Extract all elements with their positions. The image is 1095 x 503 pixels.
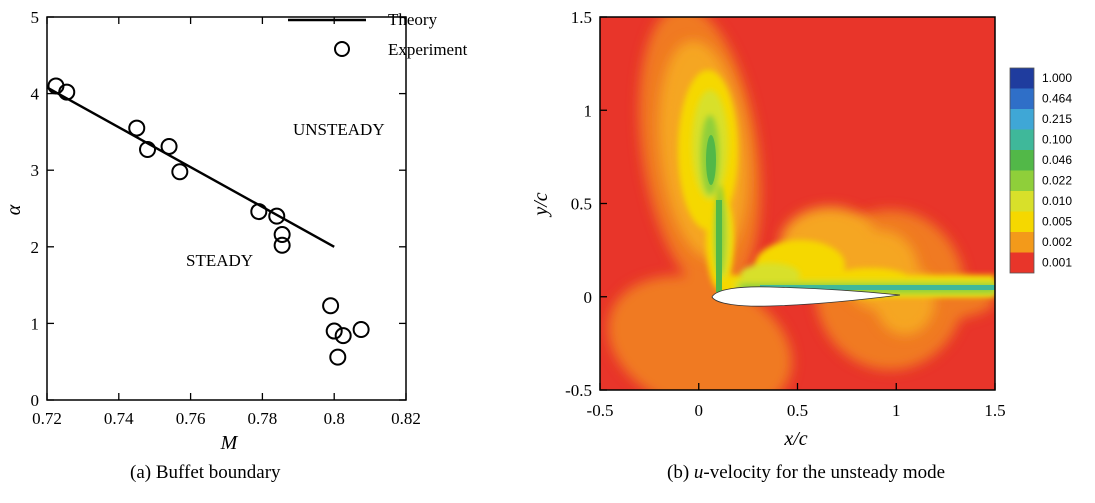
buffet-boundary-chart: 0.72 0.74 0.76 0.78 0.8 0.82 0 1 2 3 4 5 UNSTEADY S… [3, 8, 468, 454]
experiment-point [273, 236, 291, 254]
colorbar-swatch [1010, 211, 1034, 232]
chart-a-frame [46, 16, 407, 401]
chart-a-xtick-label: 0.76 [176, 409, 206, 428]
caption-b: (b) u-velocity for the unsteady mode [667, 462, 946, 483]
chart-a-ytick-label: 4 [31, 85, 40, 104]
colorbar-label: 0.010 [1042, 194, 1072, 208]
colorbar-swatch [1010, 129, 1034, 150]
colorbar-label: 0.005 [1042, 215, 1072, 229]
experiment-point [352, 321, 370, 339]
colorbar-label: 0.215 [1042, 112, 1072, 126]
chart-b-xtick-label: 1 [892, 401, 901, 420]
experiment-point [160, 137, 178, 155]
colorbar-swatch [1010, 191, 1034, 212]
colorbar-swatch [1010, 170, 1034, 191]
chart-a-ytick-label: 2 [31, 238, 40, 257]
chart-a-ytick-label: 0 [31, 391, 40, 410]
chart-b-ytick-label: 1 [584, 101, 593, 120]
colorbar-label: 0.001 [1042, 256, 1072, 270]
colorbar-label: 0.046 [1042, 153, 1072, 167]
chart-a-legend: Theory Experiment [288, 10, 468, 59]
u-velocity-contour-chart: -0.5 0 0.5 1 1.5 -0.5 0 0.5 1 1.5 y/c x/c 1.000 0.… [530, 8, 1072, 450]
experiment-point [334, 327, 352, 345]
region-label-unsteady: UNSTEADY [293, 120, 385, 139]
legend-experiment-marker [334, 41, 350, 57]
experiment-point [139, 141, 157, 159]
chart-b-ylabel: y/c [530, 192, 552, 217]
chart-b-ytick-label: 1.5 [571, 8, 592, 27]
colorbar-swatch [1010, 88, 1034, 109]
experiment-point [273, 226, 291, 244]
experiment-point [322, 297, 340, 315]
colorbar-label: 0.464 [1042, 92, 1072, 106]
contour-field [600, 17, 995, 390]
colorbar-swatch [1010, 232, 1034, 253]
chart-b-xtick-label: -0.5 [587, 401, 614, 420]
experiment-point [325, 322, 343, 340]
experiment-point [329, 348, 347, 366]
colorbar-label: 1.000 [1042, 71, 1072, 85]
chart-b-xtick-label: 1.5 [984, 401, 1005, 420]
chart-a-ytick-label: 1 [31, 314, 40, 333]
colorbar-swatch [1010, 150, 1034, 171]
theory-line [46, 86, 335, 248]
experiment-point [128, 119, 146, 137]
colorbar-frame [1009, 67, 1035, 274]
chart-b-xtick-label: 0 [695, 401, 704, 420]
experiment-point [171, 163, 189, 181]
colorbar-swatch [1010, 68, 1034, 89]
colorbar-label: 0.022 [1042, 174, 1072, 188]
chart-b-ytick-label: -0.5 [565, 381, 592, 400]
chart-a-ytick-label: 3 [31, 161, 40, 180]
chart-a-ylabel: α [3, 204, 25, 215]
region-label-steady: STEADY [186, 251, 253, 270]
legend-experiment-label: Experiment [388, 40, 468, 59]
chart-a-xtick-label: 0.78 [248, 409, 278, 428]
chart-b-ytick-label: 0.5 [571, 195, 592, 214]
colorbar-swatch [1010, 109, 1034, 130]
chart-a-xtick-label: 0.82 [391, 409, 421, 428]
chart-a-xlabel: M [220, 432, 239, 454]
chart-b-xtick-label: 0.5 [787, 401, 808, 420]
chart-b-ytick-label: 0 [584, 288, 593, 307]
experiment-point [58, 83, 76, 101]
caption-a: (a) Buffet boundary [130, 462, 281, 483]
airfoil [711, 286, 901, 307]
chart-a-xtick-label: 0.74 [104, 409, 134, 428]
colorbar-label: 0.100 [1042, 133, 1072, 147]
chart-a-ytick-label: 5 [31, 8, 40, 27]
colorbar: 1.000 0.464 0.215 0.100 0.046 0.022 0.010 0.005… [1009, 67, 1072, 274]
chart-a-xtick-label: 0.8 [324, 409, 345, 428]
legend-theory-label: Theory [388, 10, 438, 29]
experiment-point [250, 203, 268, 221]
colorbar-label: 0.002 [1042, 235, 1072, 249]
chart-b-xlabel: x/c [783, 428, 807, 450]
colorbar-swatch [1010, 252, 1034, 273]
experiment-point [268, 207, 286, 225]
chart-a-xtick-label: 0.72 [32, 409, 62, 428]
